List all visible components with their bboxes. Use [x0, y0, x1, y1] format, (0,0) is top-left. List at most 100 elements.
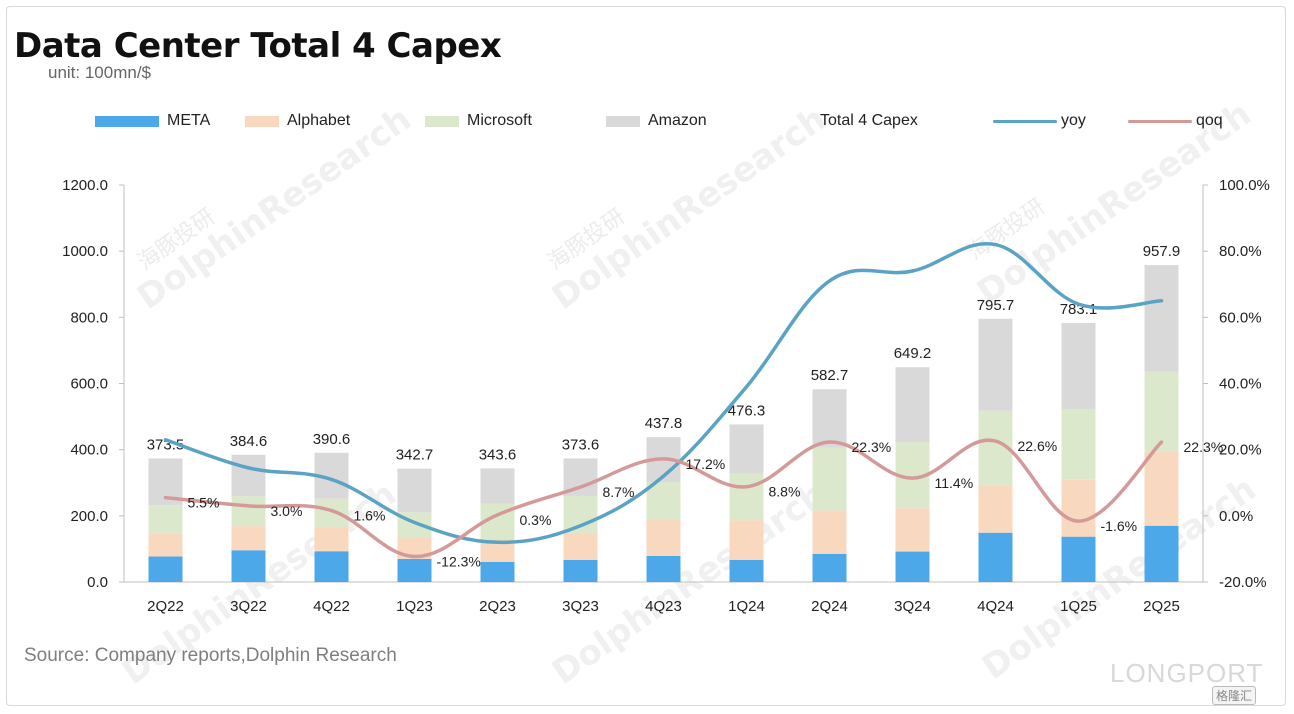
x-tick-label: 3Q24	[894, 598, 931, 615]
total-data-label: 795.7	[977, 297, 1015, 314]
total-data-label: 582.7	[811, 367, 849, 384]
legend-item-meta: META	[95, 108, 210, 134]
chart-subtitle: unit: 100mn/$	[48, 63, 152, 82]
bar-meta	[563, 559, 598, 582]
bar-alphabet	[812, 510, 847, 554]
y-tick-label-left: 400.0	[70, 442, 108, 459]
bar-alphabet	[148, 533, 183, 557]
x-tick-label: 2Q23	[479, 598, 516, 615]
total-data-label: 957.9	[1143, 243, 1181, 260]
x-tick-label: 4Q22	[313, 598, 350, 615]
x-tick-label: 1Q24	[728, 598, 765, 615]
total-data-label: 342.7	[396, 447, 434, 464]
y-tick-label-right: 60.0%	[1219, 309, 1262, 326]
qoq-data-label: 3.0%	[271, 503, 303, 519]
bar-microsoft	[1144, 371, 1179, 452]
total-data-label: 390.6	[313, 431, 351, 448]
bar-alphabet	[231, 526, 266, 551]
legend-item-microsoft: Microsoft	[425, 108, 532, 134]
total-data-label: 373.5	[147, 436, 185, 453]
bar-meta	[314, 551, 349, 582]
legend-label: Microsoft	[467, 112, 532, 129]
legend-item-amazon: Amazon	[606, 108, 707, 134]
y-tick-label-left: 1200.0	[62, 177, 108, 194]
y-tick-label-right: -20.0%	[1219, 574, 1267, 591]
x-tick-label: 4Q23	[645, 598, 682, 615]
total-data-label: 384.6	[230, 433, 268, 450]
bar-meta	[812, 553, 847, 582]
bar-meta	[397, 558, 432, 582]
qoq-data-label: 0.3%	[520, 512, 552, 528]
qoq-data-label: 5.5%	[188, 495, 220, 511]
legend-label: Amazon	[648, 112, 707, 129]
brand-badge: 格隆汇	[1212, 686, 1257, 705]
legend-line-qoq	[1128, 119, 1192, 123]
total-data-label: 649.2	[894, 345, 932, 362]
x-tick-label: 4Q24	[977, 598, 1014, 615]
bar-alphabet	[646, 519, 681, 556]
bar-alphabet	[563, 533, 598, 560]
chart-legend: META Alphabet Microsoft Amazon Total 4 C…	[0, 108, 1294, 134]
x-tick-label: 2Q22	[147, 598, 184, 615]
bar-microsoft	[148, 505, 183, 534]
bar-amazon	[1144, 265, 1179, 372]
bar-alphabet	[1061, 479, 1096, 537]
bar-amazon	[480, 468, 515, 504]
qoq-data-label: -12.3%	[437, 554, 481, 570]
bar-microsoft	[646, 482, 681, 520]
bar-amazon	[1061, 322, 1096, 409]
y-tick-label-left: 600.0	[70, 376, 108, 393]
qoq-data-label: 22.3%	[1184, 439, 1224, 455]
qoq-data-label: 17.2%	[686, 456, 726, 472]
bar-meta	[148, 556, 183, 582]
x-tick-label: 3Q22	[230, 598, 267, 615]
bar-meta	[480, 561, 515, 582]
qoq-data-label: -1.6%	[1101, 518, 1138, 534]
bar-alphabet	[1144, 451, 1179, 526]
legend-label: qoq	[1196, 112, 1223, 129]
chart-frame	[6, 6, 1286, 706]
bar-microsoft	[314, 498, 349, 528]
line-yoy	[163, 241, 1164, 545]
qoq-data-label: 11.4%	[935, 475, 974, 491]
y-tick-label-right: 80.0%	[1219, 243, 1262, 260]
y-tick-label-left: 800.0	[70, 309, 108, 326]
legend-item-alphabet: Alphabet	[245, 108, 350, 134]
bar-microsoft	[1061, 408, 1096, 480]
bar-microsoft	[729, 473, 764, 521]
x-tick-label: 2Q25	[1143, 598, 1180, 615]
legend-swatch-microsoft	[425, 115, 459, 127]
legend-label: Total 4 Capex	[820, 112, 918, 129]
line-qoq	[163, 438, 1164, 559]
bar-alphabet	[729, 520, 764, 560]
bar-meta	[895, 551, 930, 582]
y-tick-label-right: 40.0%	[1219, 376, 1262, 393]
bar-amazon	[895, 367, 930, 443]
x-tick-label: 3Q23	[562, 598, 599, 615]
y-tick-label-right: 100.0%	[1219, 177, 1270, 194]
y-tick-label-left: 1000.0	[62, 243, 108, 260]
legend-label: META	[167, 112, 211, 129]
y-tick-label-left: 0.0	[87, 574, 108, 591]
legend-swatch-amazon	[606, 115, 640, 127]
bar-meta	[646, 555, 681, 582]
y-tick-label-right: 20.0%	[1219, 442, 1262, 459]
y-tick-label-left: 200.0	[70, 508, 108, 525]
bar-alphabet	[314, 527, 349, 552]
legend-label: Alphabet	[287, 112, 351, 129]
bar-amazon	[397, 468, 432, 513]
legend-item-qoq: qoq	[1128, 108, 1223, 134]
bar-meta	[978, 532, 1013, 582]
total-data-label: 437.8	[645, 415, 683, 432]
x-tick-label: 2Q24	[811, 598, 848, 615]
y-tick-label-right: 0.0%	[1219, 508, 1253, 525]
source-note: Source: Company reports,Dolphin Research	[24, 645, 397, 666]
qoq-data-label: 22.3%	[852, 439, 892, 455]
bar-alphabet	[978, 485, 1013, 533]
legend-label: yoy	[1061, 112, 1086, 129]
total-data-label: 476.3	[728, 402, 766, 419]
bar-meta	[729, 559, 764, 582]
bar-alphabet	[895, 508, 930, 552]
bar-meta	[1144, 525, 1179, 582]
